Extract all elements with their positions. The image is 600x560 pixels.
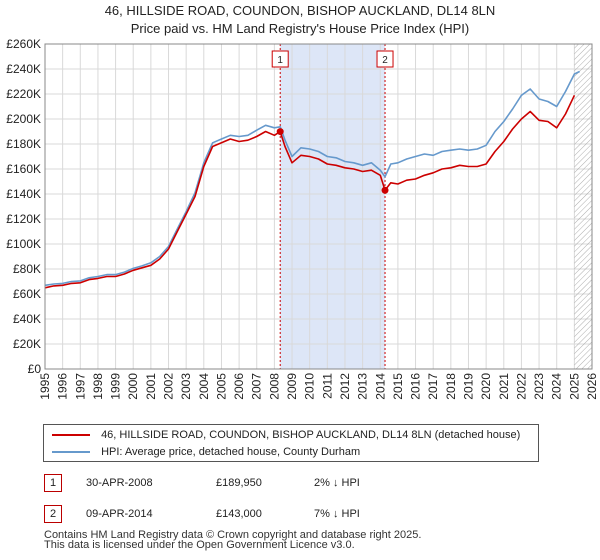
y-tick-label: £20K: [13, 337, 41, 351]
sale-point: [276, 128, 284, 136]
x-tick-label: 2002: [162, 373, 176, 400]
sale-marker-badge: [271, 50, 289, 68]
x-tick-label: 2007: [250, 373, 264, 400]
shaded-period: [280, 44, 386, 369]
y-tick-label: £120K: [6, 212, 41, 226]
price-chart: 1 2 £0 £20K £40K £60K £80K £100K £120K £140K £160…: [6, 37, 599, 400]
y-tick-label: £60K: [13, 287, 41, 301]
legend-swatch-property: [52, 434, 90, 437]
x-tick-label: 2023: [532, 373, 546, 400]
x-tick-label: 2005: [214, 373, 228, 400]
x-tick-label: 2006: [232, 373, 246, 400]
x-tick-label: 2017: [426, 373, 440, 400]
legend-swatch-hpi: [52, 451, 90, 454]
sale-marker-label: 2: [382, 55, 388, 66]
x-tick-label: 2009: [285, 373, 299, 400]
plot-frame: [44, 43, 593, 370]
x-tick-label: 1998: [91, 373, 105, 400]
x-tick-label: 2013: [356, 373, 370, 400]
title-address: 46, HILLSIDE ROAD, COUNDON, BISHOP AUCKL…: [104, 3, 496, 18]
sale-point: [381, 186, 389, 194]
transaction-badge: 2: [44, 505, 62, 523]
x-tick-label: 2016: [409, 373, 423, 400]
series-line-property: [44, 94, 576, 289]
legend-item-property: 46, HILLSIDE ROAD, COUNDON, BISHOP AUCKL…: [52, 427, 520, 443]
x-tick-label: 2024: [550, 373, 564, 400]
x-tick-label: 2001: [144, 373, 158, 400]
footer-attribution: Contains HM Land Registry data © Crown c…: [44, 529, 584, 551]
x-tick-label: 1997: [73, 373, 87, 400]
legend-item-hpi: HPI: Average price, detached house, Coun…: [52, 444, 360, 460]
x-tick-label: 2008: [267, 373, 281, 400]
transaction-hpi-diff: 7% ↓ HPI: [314, 508, 360, 520]
x-tick-label: 2018: [444, 373, 458, 400]
legend-label-property: 46, HILLSIDE ROAD, COUNDON, BISHOP AUCKL…: [101, 429, 521, 441]
x-tick-label: 2021: [497, 373, 511, 400]
x-tick-label: 2003: [179, 373, 193, 400]
x-tick-label: 2011: [320, 373, 334, 399]
x-tick-label: 2019: [461, 373, 475, 400]
y-tick-label: £0: [28, 362, 42, 376]
transaction-date: 09-APR-2014: [86, 508, 153, 520]
y-tick-label: £100K: [6, 237, 41, 251]
y-tick-label: £40K: [13, 312, 41, 326]
y-tick-label: £140K: [6, 187, 41, 201]
y-tick-label: £200K: [6, 112, 41, 126]
x-tick-label: 2022: [514, 373, 528, 400]
y-tick-label: £180K: [6, 137, 41, 151]
x-tick-label: 2000: [126, 373, 140, 400]
footer-licence: This data is licensed under the Open Gov…: [44, 539, 355, 551]
x-tick-label: 2012: [338, 373, 352, 400]
x-tick-label: 2004: [197, 373, 211, 400]
sale-marker-label: 1: [277, 55, 283, 66]
legend: 46, HILLSIDE ROAD, COUNDON, BISHOP AUCKL…: [43, 424, 539, 462]
chart-title: 46, HILLSIDE ROAD, COUNDON, BISHOP AUCKL…: [0, 2, 600, 38]
transaction-price: £143,000: [216, 508, 262, 520]
y-tick-label: £260K: [6, 37, 41, 51]
y-tick-label: £220K: [6, 87, 41, 101]
transaction-badge: 1: [44, 474, 62, 492]
title-subtitle: Price paid vs. HM Land Registry's House …: [130, 21, 470, 36]
x-tick-label: 2026: [585, 373, 599, 400]
x-tick-label: 2015: [391, 373, 405, 400]
x-tick-label: 2025: [567, 373, 581, 400]
transaction-price: £189,950: [216, 477, 262, 489]
legend-label-hpi: HPI: Average price, detached house, Coun…: [101, 446, 361, 458]
footer-copyright: Contains HM Land Registry data © Crown c…: [44, 529, 422, 541]
transaction-hpi-diff: 2% ↓ HPI: [314, 477, 360, 489]
series-line-hpi: [44, 70, 580, 287]
forecast-hatch: [574, 44, 592, 369]
y-tick-label: £160K: [6, 162, 41, 176]
transaction-date: 30-APR-2008: [86, 477, 153, 489]
y-tick-label: £240K: [6, 62, 41, 76]
y-tick-label: £80K: [13, 262, 41, 276]
x-tick-label: 1995: [38, 373, 52, 400]
x-tick-label: 1999: [109, 373, 123, 400]
x-tick-label: 1996: [56, 373, 70, 400]
sale-marker-badge: [376, 50, 394, 68]
x-tick-label: 2014: [373, 373, 387, 400]
x-tick-label: 2020: [479, 373, 493, 400]
x-tick-label: 2010: [303, 373, 317, 400]
